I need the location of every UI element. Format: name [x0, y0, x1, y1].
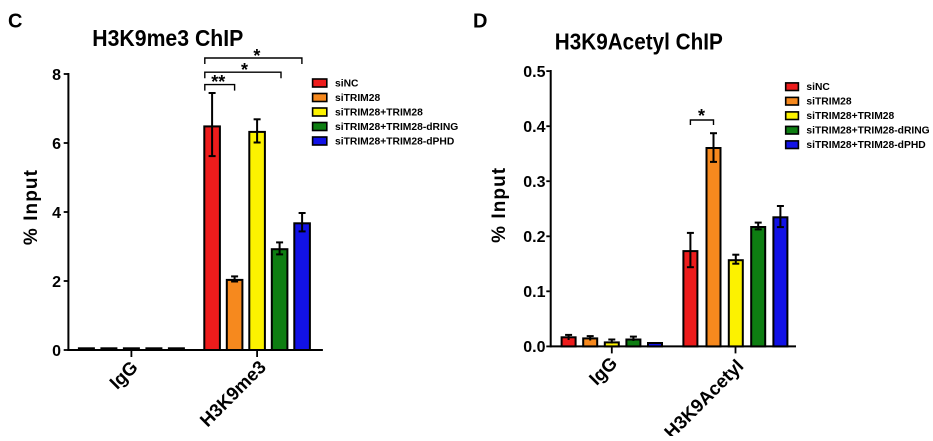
svg-text:siTRIM28: siTRIM28 — [806, 97, 851, 108]
svg-text:**: ** — [211, 72, 225, 92]
svg-text:0: 0 — [52, 343, 61, 360]
svg-text:2: 2 — [52, 274, 61, 291]
svg-text:siTRIM28+TRIM28-dRING: siTRIM28+TRIM28-dRING — [806, 126, 929, 137]
svg-text:0.4: 0.4 — [523, 119, 545, 136]
svg-text:0.2: 0.2 — [523, 229, 545, 246]
svg-text:*: * — [253, 46, 260, 66]
svg-text:*: * — [241, 60, 248, 80]
svg-text:siNC: siNC — [806, 82, 830, 93]
svg-text:H3K9Acetyl ChIP: H3K9Acetyl ChIP — [555, 29, 723, 55]
svg-text:siTRIM28+TRIM28: siTRIM28+TRIM28 — [806, 111, 894, 122]
svg-text:C: C — [8, 10, 22, 32]
svg-text:D: D — [473, 10, 487, 32]
svg-text:% Input: % Input — [21, 169, 42, 245]
svg-text:siTRIM28: siTRIM28 — [335, 93, 380, 104]
svg-text:siTRIM28+TRIM28-dPHD: siTRIM28+TRIM28-dPHD — [335, 137, 454, 148]
svg-text:siTRIM28+TRIM28: siTRIM28+TRIM28 — [335, 108, 423, 119]
svg-text:*: * — [698, 106, 705, 126]
svg-text:8: 8 — [52, 67, 61, 84]
svg-text:0.0: 0.0 — [523, 339, 545, 356]
svg-text:0.3: 0.3 — [523, 174, 545, 191]
svg-text:0.1: 0.1 — [523, 284, 545, 301]
svg-text:% Input: % Input — [489, 167, 510, 243]
svg-text:siTRIM28+TRIM28-dPHD: siTRIM28+TRIM28-dPHD — [806, 140, 925, 151]
svg-text:0.5: 0.5 — [523, 64, 545, 81]
svg-text:4: 4 — [52, 205, 61, 222]
svg-text:siTRIM28+TRIM28-dRING: siTRIM28+TRIM28-dRING — [335, 122, 458, 133]
svg-text:6: 6 — [52, 136, 61, 153]
svg-text:siNC: siNC — [335, 79, 359, 90]
svg-text:H3K9me3 ChIP: H3K9me3 ChIP — [92, 25, 243, 51]
